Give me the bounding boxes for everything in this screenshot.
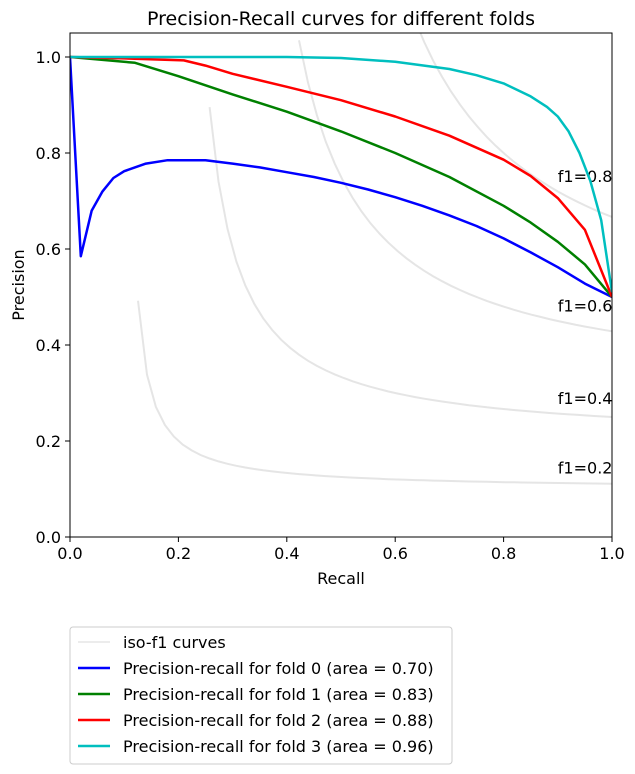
x-tick-label: 0.6 (382, 544, 407, 563)
legend-label: iso-f1 curves (123, 633, 226, 652)
iso-f1-label: f1=0.6 (558, 296, 613, 315)
iso-f1-curve (208, 106, 612, 418)
iso-f1-label: f1=0.8 (558, 167, 613, 186)
iso-f1-curve (137, 300, 612, 485)
legend: iso-f1 curves Precision-recall for fold 0… (69, 626, 453, 765)
y-tick-label: 0.4 (36, 336, 61, 355)
y-tick-label: 0.0 (36, 528, 61, 547)
legend-label: Precision-recall for fold 3 (area = 0.96… (123, 737, 434, 756)
iso-f1-label-layer: f1=0.2 f1=0.4 f1=0.6 f1=0.8 (558, 167, 613, 478)
iso-f1-curve (419, 33, 612, 218)
series-line (70, 55, 612, 298)
series-line (70, 55, 612, 298)
iso-f1-label: f1=0.2 (558, 458, 613, 477)
series-line (70, 55, 612, 293)
y-tick-label: 0.8 (36, 144, 61, 163)
legend-label: Precision-recall for fold 0 (area = 0.70… (123, 659, 434, 678)
legend-label: Precision-recall for fold 2 (area = 0.88… (123, 711, 434, 730)
iso-f1-label: f1=0.4 (558, 389, 613, 408)
chart-title: Precision-Recall curves for different fo… (147, 8, 535, 30)
x-tick-label: 0.4 (274, 544, 299, 563)
x-tick-label: 0.8 (491, 544, 516, 563)
x-axis-label: Recall (317, 569, 365, 588)
legend-label: Precision-recall for fold 1 (area = 0.83… (123, 685, 434, 704)
series-line (70, 56, 612, 299)
x-tick-label: 0.2 (166, 544, 191, 563)
y-tick-label: 0.2 (36, 432, 61, 451)
plot-frame (69, 32, 613, 538)
x-tick-label: 1.0 (599, 544, 624, 563)
x-axis: 0.0 0.2 0.4 0.6 0.8 1.0 (57, 537, 625, 563)
series-layer (70, 55, 612, 299)
y-tick-label: 0.6 (36, 240, 61, 259)
iso-f1-layer (137, 33, 612, 485)
y-tick-label: 1.0 (36, 48, 61, 67)
iso-f1-curve (298, 40, 612, 333)
legend-frame (69, 626, 453, 765)
y-axis-label: Precision (9, 249, 28, 320)
x-tick-label: 0.0 (57, 544, 82, 563)
y-axis: 0.0 0.2 0.4 0.6 0.8 1.0 (36, 48, 70, 547)
